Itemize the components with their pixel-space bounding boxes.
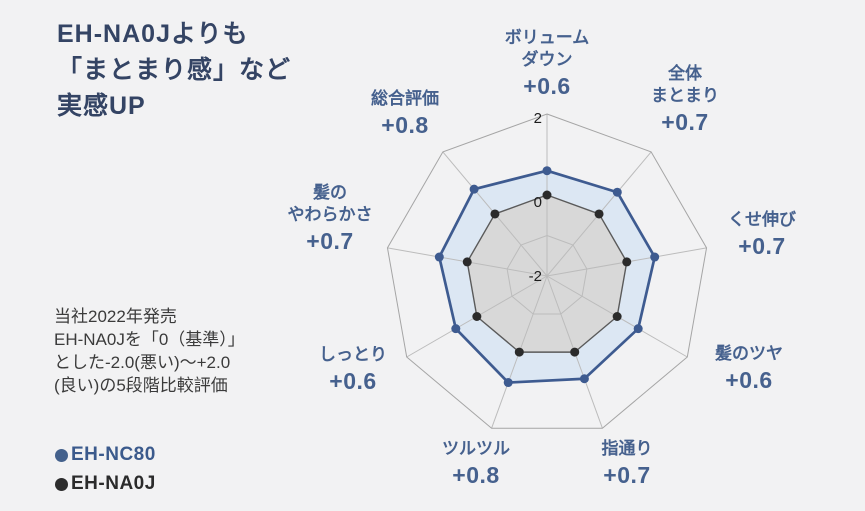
axis-category-line: 髪の (313, 183, 347, 202)
data-point-eh-na0j (472, 312, 482, 321)
axis-category-line: ダウン (521, 50, 573, 69)
tick-label: 0 (534, 194, 542, 211)
axis-category-line: しっとり (319, 345, 387, 364)
evaluation-note: 当社2022年発売 EH-NA0Jを「0（基準）」 とした-2.0(悪い)～+2… (54, 305, 245, 397)
data-point-eh-nc80 (434, 252, 444, 262)
legend: EH-NC80 EH-NA0J (55, 444, 156, 495)
axis-delta-value: +0.6 (725, 367, 773, 393)
data-point-eh-nc80 (469, 184, 479, 194)
axis-category-line: 指通り (601, 439, 653, 458)
data-point-eh-nc80 (612, 187, 622, 197)
data-point-eh-nc80 (633, 324, 643, 334)
data-point-eh-na0j (570, 347, 580, 357)
axis-delta-value: +0.7 (738, 233, 786, 259)
axis-delta-value: +0.6 (523, 73, 571, 99)
axis-category-line: やわらかさ (287, 205, 373, 224)
data-point-eh-nc80 (451, 324, 461, 334)
data-point-eh-na0j (594, 209, 604, 219)
data-point-eh-na0j (462, 257, 472, 267)
data-point-eh-na0j (612, 312, 622, 321)
grid-outer-ring (386, 113, 708, 429)
axis-label-4: 指通り +0.7 (602, 438, 653, 488)
legend-item-eh-nc80: EH-NC80 (55, 444, 156, 466)
legend-dot-icon (55, 477, 68, 491)
series-eh-nc80-line (437, 169, 657, 384)
axis-label-3: 髪のツヤ +0.6 (715, 343, 783, 393)
legend-item-eh-na0j: EH-NA0J (55, 473, 156, 495)
data-point-eh-na0j (490, 209, 500, 219)
note-line-3: とした-2.0(悪い)～+2.0 (54, 353, 231, 372)
data-point-eh-na0j (542, 190, 552, 200)
axis-delta-value: +0.7 (661, 109, 709, 135)
legend-dot-icon (55, 448, 68, 462)
data-point-eh-nc80 (503, 378, 513, 388)
axis-category-line: 髪のツヤ (715, 344, 783, 363)
axis-category-line: ボリューム (504, 28, 590, 47)
axis-category-line: 総合評価 (371, 89, 439, 108)
axis-category-line: ツルツル (442, 439, 510, 458)
axis-label-8: 総合評価 +0.8 (371, 88, 439, 138)
axis-category-line: まとまり (651, 86, 719, 105)
note-line-1: 当社2022年発売 (54, 307, 177, 326)
axis-label-6: しっとり +0.6 (319, 344, 387, 394)
headline: EH-NA0Jよりも 「まとまり感」など 実感UP (57, 16, 291, 124)
headline-line-1: EH-NA0Jよりも (57, 20, 249, 48)
headline-line-2: 「まとまり感」など (57, 56, 292, 84)
note-line-2: EH-NA0Jを「0（基準）」 (54, 330, 245, 349)
axis-delta-value: +0.8 (381, 112, 429, 138)
data-point-eh-na0j (514, 347, 524, 357)
data-point-eh-na0j (622, 257, 632, 267)
grid-inner-ring (506, 234, 588, 315)
data-point-eh-nc80 (542, 166, 552, 176)
axis-label-0: ボリュームダウン +0.6 (505, 27, 590, 99)
legend-label: EH-NA0J (71, 473, 156, 494)
axis-label-5: ツルツル +0.8 (442, 438, 510, 488)
headline-line-3: 実感UP (57, 92, 146, 120)
axis-category-line: くせ伸び (728, 210, 796, 229)
legend-label: EH-NC80 (71, 444, 156, 465)
axis-delta-value: +0.7 (603, 462, 651, 488)
note-line-4: (良い)の5段階比較評価 (54, 376, 228, 395)
axis-label-1: 全体まとまり +0.7 (651, 63, 719, 135)
axis-label-7: 髪のやわらかさ +0.7 (288, 182, 373, 254)
axis-label-2: くせ伸び +0.7 (728, 209, 796, 259)
tick-label: 2 (534, 110, 542, 127)
axis-delta-value: +0.6 (329, 368, 377, 394)
tick-label: -2 (529, 268, 542, 285)
axis-delta-value: +0.8 (452, 462, 500, 488)
axis-category-line: 全体 (668, 64, 702, 83)
series-eh-na0j-line (466, 194, 628, 353)
data-point-eh-nc80 (650, 252, 660, 262)
axis-delta-value: +0.7 (306, 228, 354, 254)
data-point-eh-nc80 (579, 374, 589, 384)
